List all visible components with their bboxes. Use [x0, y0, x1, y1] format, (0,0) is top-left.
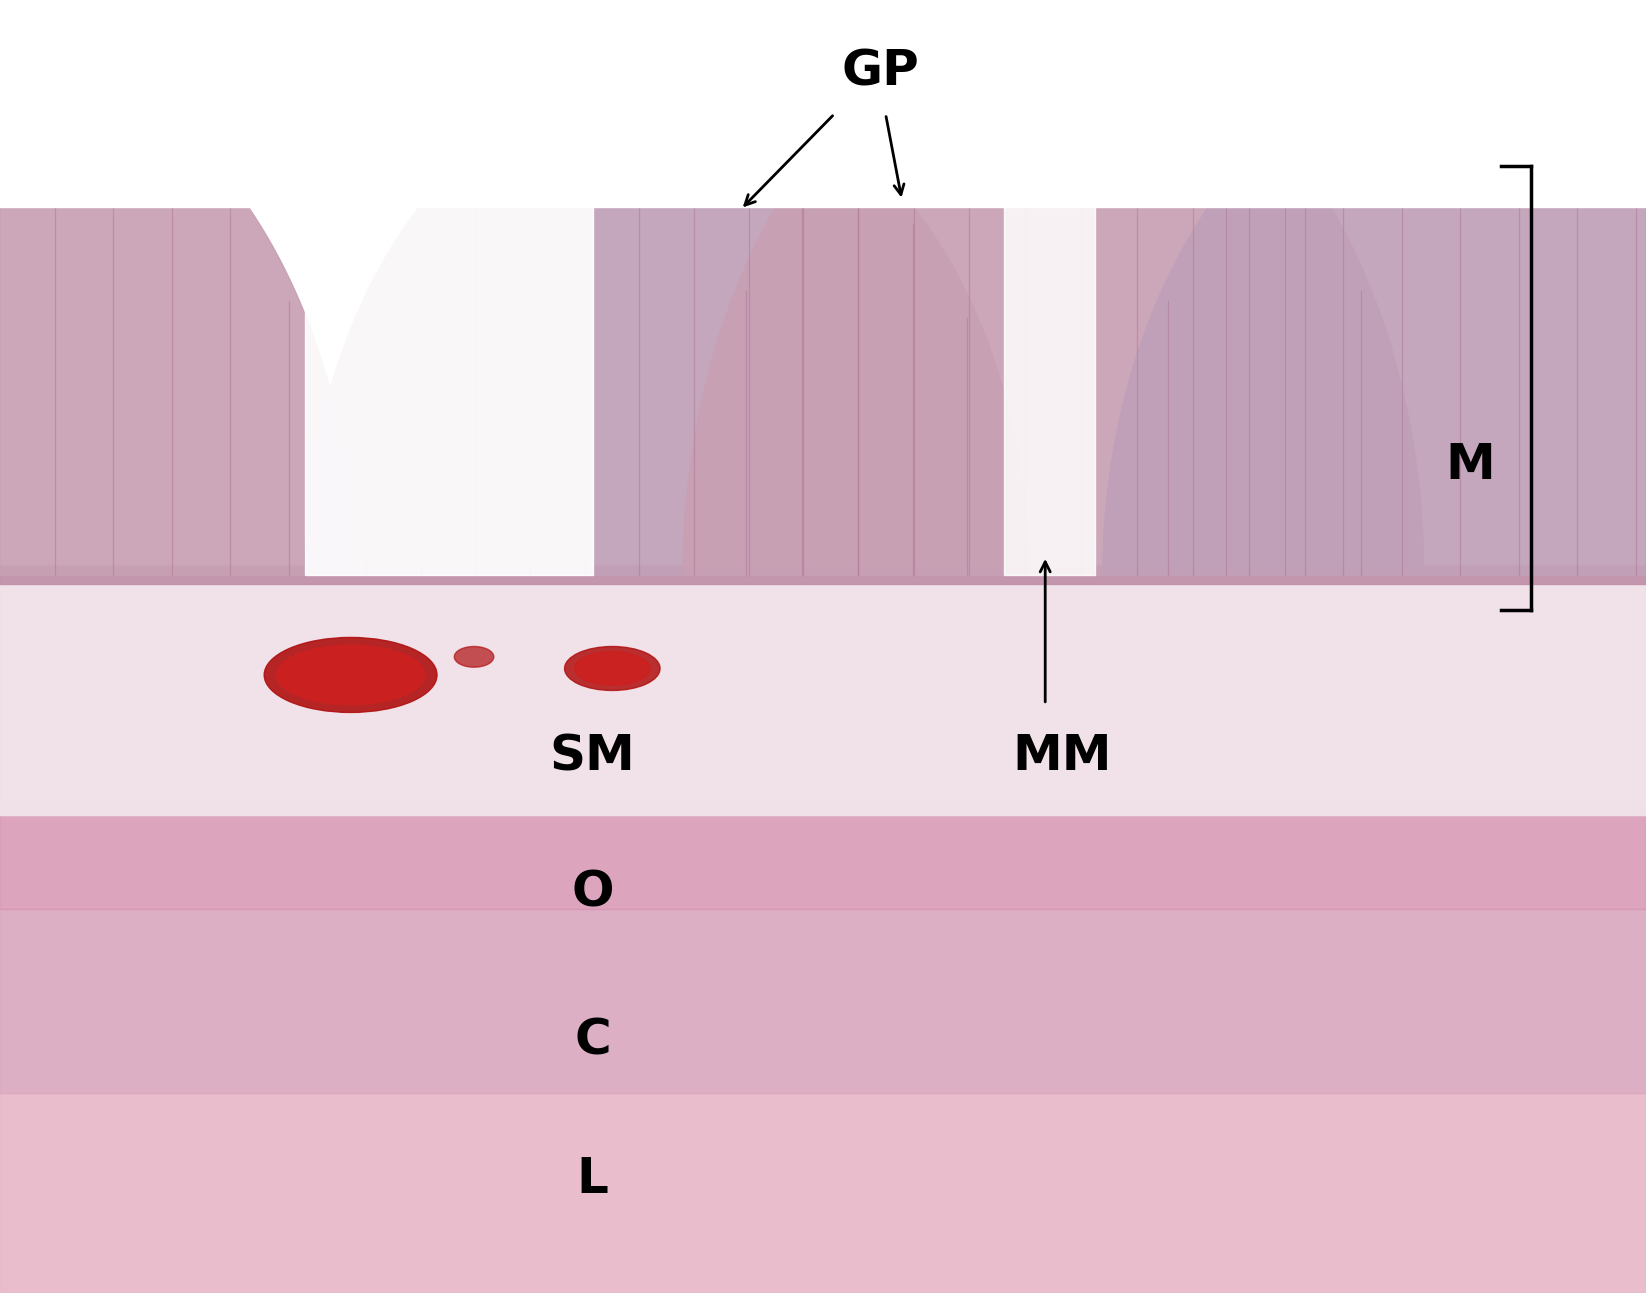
Ellipse shape: [263, 637, 438, 712]
Text: C: C: [574, 1016, 611, 1065]
Ellipse shape: [277, 645, 425, 705]
Text: M: M: [1445, 441, 1495, 490]
Bar: [0, 0, 1646, 207]
Bar: [1004, 123, 1095, 575]
Text: GP: GP: [841, 47, 920, 96]
Text: MM: MM: [1012, 732, 1111, 781]
Polygon shape: [1103, 39, 1646, 575]
Bar: [1021, 0, 1383, 178]
Bar: [0, 565, 1646, 575]
Bar: [0, 1093, 1646, 1293]
Bar: [0, 815, 1646, 909]
Bar: [0, 0, 198, 129]
Bar: [0, 802, 1646, 815]
Ellipse shape: [574, 652, 650, 685]
Polygon shape: [683, 19, 1424, 575]
Bar: [0, 566, 1646, 584]
Ellipse shape: [565, 646, 660, 690]
Ellipse shape: [454, 646, 494, 667]
Bar: [305, 84, 593, 575]
Bar: [1407, 0, 1646, 184]
Text: SM: SM: [550, 732, 635, 781]
Text: O: O: [571, 868, 614, 917]
Text: L: L: [576, 1155, 609, 1204]
Bar: [0, 575, 1646, 815]
Bar: [362, 0, 609, 187]
Polygon shape: [0, 39, 354, 575]
Bar: [0, 909, 1646, 1093]
Polygon shape: [305, 71, 1029, 575]
